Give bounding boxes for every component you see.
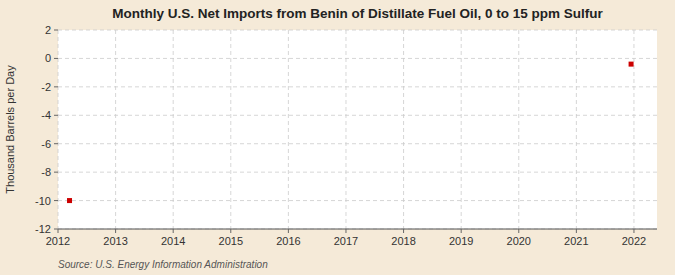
grid-line-y — [58, 30, 657, 31]
source-note: Source: U.S. Energy Information Administ… — [58, 259, 268, 270]
x-tick-label: 2017 — [334, 235, 358, 247]
x-tick-label: 2015 — [219, 235, 243, 247]
grid-line-y — [58, 229, 657, 230]
grid — [58, 30, 657, 229]
x-tick — [58, 229, 59, 233]
x-tick-label: 2020 — [507, 235, 531, 247]
x-tick-label: 2013 — [103, 235, 127, 247]
grid-line-x — [173, 30, 174, 229]
grid-line-x — [633, 30, 634, 229]
y-tick — [54, 58, 58, 59]
y-tick-label: -4 — [41, 109, 51, 121]
chart-svg: 2012 2013 2014 2015 2016 2017 2018 2019 2020 2021… — [0, 0, 675, 275]
grid-line-y — [58, 143, 657, 144]
grid-line-x — [345, 30, 346, 229]
y-axis-label: Thousand Barrels per Day — [4, 65, 16, 194]
y-tick — [54, 229, 58, 230]
x-tick-label: 2018 — [391, 235, 415, 247]
x-tick — [230, 229, 231, 233]
grid-line-y — [58, 200, 657, 201]
x-tick — [173, 229, 174, 233]
x-tick-label: 2012 — [46, 235, 70, 247]
x-tick-label: 2022 — [622, 235, 646, 247]
x-tick — [403, 229, 404, 233]
y-tick — [54, 30, 58, 31]
background — [0, 0, 675, 275]
y-tick-label: -10 — [35, 195, 51, 207]
x-tick-label: 2019 — [449, 235, 473, 247]
y-axis: 2 0 -2 -4 -6 -8 -10 -12 — [35, 24, 58, 235]
grid-line-x — [230, 30, 231, 229]
x-tick — [633, 229, 634, 233]
x-tick — [461, 229, 462, 233]
y-tick — [54, 172, 58, 173]
grid-line-y — [58, 172, 657, 173]
x-tick — [288, 229, 289, 233]
x-axis-line — [58, 229, 657, 230]
x-tick — [345, 229, 346, 233]
y-tick-label: 0 — [45, 52, 51, 64]
x-tick — [115, 229, 116, 233]
point — [67, 198, 72, 203]
grid-line-x — [115, 30, 116, 229]
title: Monthly U.S. Net Imports from Benin of D… — [112, 6, 603, 21]
x-axis: 2012 2013 2014 2015 2016 2017 2018 2019 2020 2021… — [46, 229, 646, 247]
grid-line-x — [461, 30, 462, 229]
y-tick — [54, 143, 58, 144]
grid-line-x — [518, 30, 519, 229]
points — [67, 62, 634, 203]
y-tick — [54, 115, 58, 116]
x-tick — [576, 229, 577, 233]
x-tick — [518, 229, 519, 233]
grid-line-x — [403, 30, 404, 229]
grid-line-y — [58, 58, 657, 59]
x-tick-label: 2014 — [161, 235, 185, 247]
plot-area — [58, 30, 657, 229]
y-tick-label: -12 — [35, 223, 51, 235]
y-tick-label: -8 — [41, 166, 51, 178]
grid-line-x — [576, 30, 577, 229]
x-tick-label: 2021 — [564, 235, 588, 247]
grid-line-y — [58, 86, 657, 87]
grid-line-x — [288, 30, 289, 229]
y-tick-label: -2 — [41, 81, 51, 93]
y-tick-label: 2 — [45, 24, 51, 36]
y-tick — [54, 86, 58, 87]
y-tick — [54, 200, 58, 201]
x-tick-label: 2016 — [276, 235, 300, 247]
grid-line-y — [58, 115, 657, 116]
chart-container: 2012 2013 2014 2015 2016 2017 2018 2019 2020 2021… — [0, 0, 675, 275]
grid-line-x — [58, 30, 59, 229]
y-tick-label: -6 — [41, 138, 51, 150]
point — [629, 62, 634, 67]
